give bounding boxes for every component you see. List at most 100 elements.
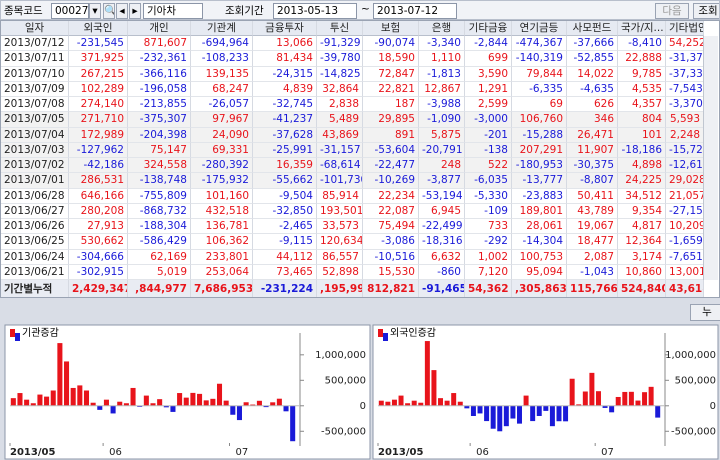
row-cell: 646,166 (69, 188, 128, 204)
side-button[interactable]: 누 (690, 304, 720, 321)
bar (170, 405, 176, 412)
row-cell: -10,269 (363, 173, 419, 189)
bar (50, 390, 56, 406)
row-cell: -474,367 (512, 36, 567, 52)
row-cell: -9,115 (253, 234, 317, 250)
row-cell: 5,489 (317, 112, 363, 128)
row-cell: 248 (419, 158, 465, 174)
bar (123, 403, 129, 406)
chart-title: 외국인증감 (390, 327, 436, 339)
code-input[interactable]: 000270 (51, 3, 89, 19)
bar (615, 396, 621, 406)
end-date[interactable]: 2013-07-12 (373, 3, 457, 19)
row-cell: 286,531 (69, 173, 128, 189)
row-cell: 106,760 (512, 112, 567, 128)
total-cell: 43,618 (666, 280, 704, 297)
bar (24, 399, 30, 406)
row-cell: -22,477 (363, 158, 419, 174)
row-cell: -32,745 (253, 97, 317, 113)
row-cell: -3,877 (419, 173, 465, 189)
row-cell: 2,087 (567, 249, 618, 265)
row-cell: -13,777 (512, 173, 567, 189)
bar (110, 405, 116, 414)
row-cell: 207,291 (512, 142, 567, 158)
row-cell: 891 (363, 127, 419, 143)
row-cell: -3,988 (419, 97, 465, 113)
row-cell: 34,512 (618, 188, 666, 204)
next-arrow[interactable]: ▸ (129, 3, 141, 19)
row-cell: 2013/07/08 (1, 97, 69, 113)
row-cell: -18,316 (419, 234, 465, 250)
row-cell: 15,530 (363, 264, 419, 280)
bar (70, 387, 76, 406)
row-cell: -91,329 (317, 36, 363, 52)
bar (197, 393, 203, 406)
search-icon[interactable]: 🔍 (103, 3, 115, 19)
row-cell: -18,186 (618, 142, 666, 158)
bar (444, 400, 450, 406)
row-cell: 32,864 (317, 81, 363, 97)
bar (424, 341, 430, 406)
header-cell: 보험 (363, 21, 419, 36)
start-date[interactable]: 2013-05-13 (273, 3, 357, 19)
search-button[interactable]: 조회 (693, 3, 719, 19)
bar (536, 405, 542, 416)
row-cell: 43,869 (317, 127, 363, 143)
row-cell: -7,651 (666, 249, 704, 265)
row-cell: 1,002 (465, 249, 512, 265)
row-cell: -42,186 (69, 158, 128, 174)
scrollbar[interactable] (703, 36, 718, 280)
row-cell: 22,087 (363, 203, 419, 219)
row-cell: 10,860 (618, 264, 666, 280)
row-cell: 432,518 (191, 203, 253, 219)
y-tick-label: 0 (360, 401, 366, 412)
next-button[interactable]: 다음 (655, 3, 689, 19)
row-cell: 2013/06/21 (1, 264, 69, 280)
row-cell: 43,789 (567, 203, 618, 219)
row-cell: -24,315 (253, 66, 317, 82)
row-cell: -292 (465, 234, 512, 250)
row-cell: -2,844 (465, 36, 512, 52)
header-cell: 기타금융 (465, 21, 512, 36)
header-cell: 기타법인 (666, 21, 704, 36)
bar (609, 405, 615, 413)
period-label: 조회기간 (225, 5, 264, 17)
row-cell: 172,989 (69, 127, 128, 143)
bar (163, 405, 169, 408)
header-cell: 외국인 (69, 21, 128, 36)
row-cell: -14,825 (317, 66, 363, 82)
y-tick-label: -500,000 (671, 426, 716, 437)
row-cell: 101,160 (191, 188, 253, 204)
prev[interactable]: ◂ (116, 3, 128, 19)
row-cell: 280,208 (69, 203, 128, 219)
row-cell: -140,319 (512, 51, 567, 67)
row-cell: -31,370 (666, 51, 704, 67)
row-cell: 100,753 (512, 249, 567, 265)
row-cell: -375,307 (128, 112, 191, 128)
bar (177, 393, 183, 406)
bar (582, 391, 588, 406)
bar (130, 387, 136, 406)
row-cell: 3,590 (465, 66, 512, 82)
row-cell: -860 (419, 264, 465, 280)
row-cell: -586,429 (128, 234, 191, 250)
legend-up (10, 329, 15, 337)
bar (210, 398, 216, 406)
row-cell: 52,898 (317, 264, 363, 280)
row-cell: 69,331 (191, 142, 253, 158)
row-cell: -30,375 (567, 158, 618, 174)
bar (398, 395, 404, 406)
dropdown[interactable]: ▾ (89, 3, 101, 19)
row-cell: 2,599 (465, 97, 512, 113)
bar (290, 405, 296, 442)
total-cell: -231,224 (253, 280, 317, 297)
row-cell: 4,839 (253, 81, 317, 97)
row-cell: 3,174 (618, 249, 666, 265)
row-cell: -90,074 (363, 36, 419, 52)
bar (510, 405, 516, 419)
bar (256, 400, 262, 406)
header-cell: 일자 (1, 21, 69, 36)
bar (250, 404, 256, 406)
x-tick-label: 06 (476, 447, 489, 458)
row-cell: -108,233 (191, 51, 253, 67)
